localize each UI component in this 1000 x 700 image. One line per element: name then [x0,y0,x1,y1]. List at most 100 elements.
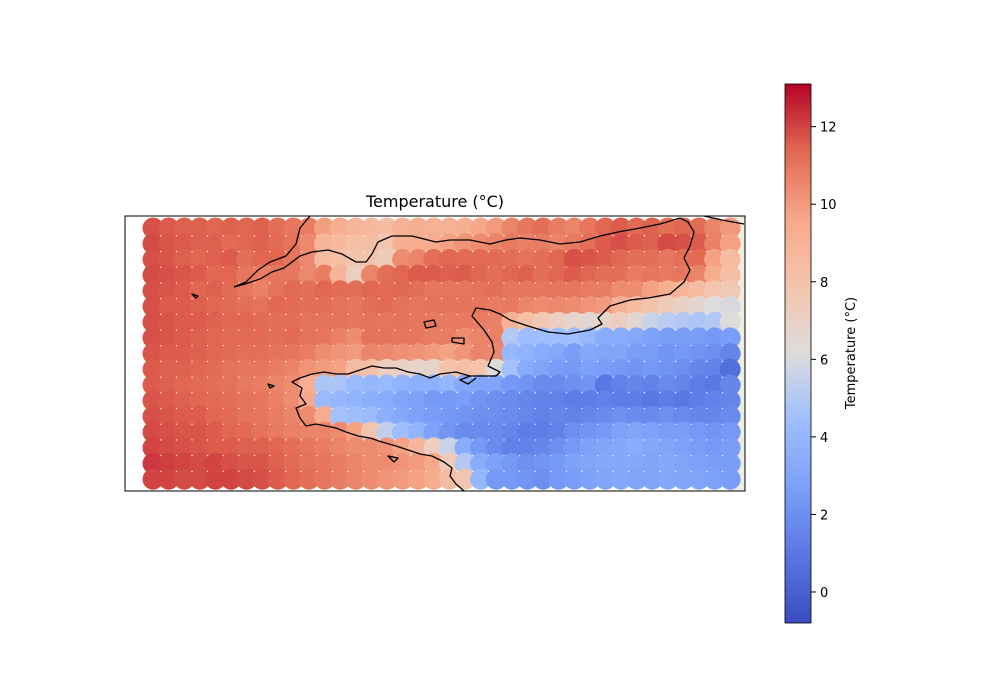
data-point [548,453,570,474]
data-point [407,311,429,333]
data-point [251,421,273,443]
data-point [345,374,367,396]
data-point [719,311,741,333]
data-point [189,405,211,427]
data-point [392,217,414,239]
data-point [719,248,741,270]
data-point [189,248,211,270]
data-point [360,280,382,302]
data-point [688,421,710,443]
data-point [719,374,741,396]
data-point [485,327,507,349]
data-point [579,343,601,365]
data-point [392,374,414,396]
data-point [158,468,180,490]
data-point [298,468,320,490]
data-point [438,280,460,302]
data-point [704,248,726,270]
data-point [657,248,679,270]
data-point [532,280,554,302]
data-point [470,264,492,286]
data-point [220,421,242,443]
data-point [158,280,180,302]
data-point [251,374,273,396]
data-point [407,405,429,427]
data-point [657,296,679,317]
data-point [672,453,694,474]
data-point [158,264,180,286]
data-point [594,264,616,286]
data-point [423,437,445,459]
data-point [314,390,336,412]
data-point [329,437,351,459]
colorbar-tick-label: 10 [820,198,837,213]
data-point [579,453,601,474]
data-point [329,468,351,490]
data-point [594,437,616,459]
data-point [704,233,726,255]
data-point [719,358,741,380]
data-point [704,343,726,365]
data-point [672,468,694,490]
data-point [392,343,414,365]
data-point [438,437,460,459]
data-point [407,468,429,490]
data-point [516,264,538,286]
data-point [423,296,445,317]
data-point [314,468,336,490]
data-point [298,311,320,333]
data-point [376,343,398,365]
data-point [376,468,398,490]
data-point [563,343,585,365]
data-point [298,280,320,302]
data-point [610,264,632,286]
data-point [641,217,663,239]
data-point [204,453,226,474]
data-point [376,217,398,239]
data-point [298,327,320,349]
colorbar-tick-label: 0 [820,586,828,601]
data-point [516,217,538,239]
data-point [626,421,648,443]
data-point [236,358,258,380]
data-point [267,280,289,302]
data-point [672,327,694,349]
data-point [594,343,616,365]
data-point [672,421,694,443]
data-point [282,390,304,412]
data-point [142,358,164,380]
data-point [579,280,601,302]
data-point [376,280,398,302]
map-panel [124,215,746,492]
data-point [688,468,710,490]
data-point [236,233,258,255]
data-point [282,280,304,302]
data-point [173,280,195,302]
data-point [360,358,382,380]
data-point [360,374,382,396]
data-point [438,421,460,443]
data-point [251,217,273,239]
data-point [142,374,164,396]
data-point [236,437,258,459]
data-point [641,311,663,333]
data-point [267,437,289,459]
colorbar-tick-label: 12 [820,121,837,136]
data-point [236,248,258,270]
data-point [360,233,382,255]
data-point [626,437,648,459]
data-point [470,217,492,239]
data-point [189,437,211,459]
data-point [470,343,492,365]
data-point [501,358,523,380]
data-point [298,343,320,365]
data-point [329,233,351,255]
data-point [594,468,616,490]
data-point [516,437,538,459]
data-point [470,453,492,474]
data-point [641,358,663,380]
data-point [189,296,211,317]
data-point [345,468,367,490]
data-point [173,405,195,427]
data-point [142,390,164,412]
